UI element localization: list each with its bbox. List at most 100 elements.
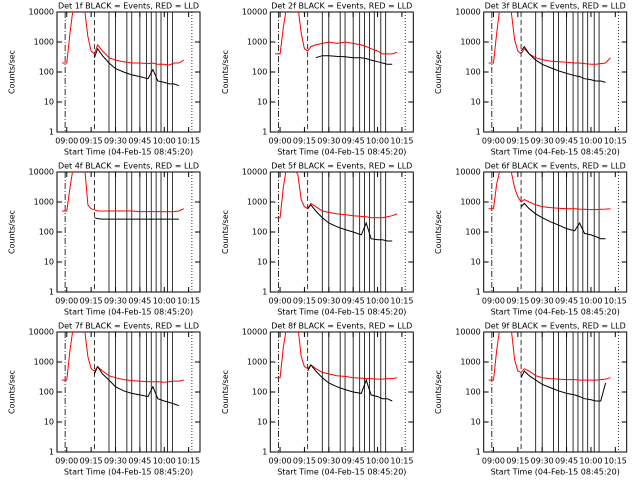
- x-tick-label: 10:15: [390, 137, 413, 146]
- chart-title: Det 1f BLACK = Events, RED = LLD: [58, 2, 199, 11]
- x-tick-label: 10:15: [390, 297, 413, 306]
- x-tick-label: 09:15: [506, 297, 529, 306]
- series-line: [275, 12, 398, 55]
- panel: Det 9f BLACK = Events, RED = LLD Start Ti…: [434, 322, 628, 477]
- y-tick-label: 100: [39, 68, 54, 77]
- panel: Det 4f BLACK = Events, RED = LLD Start Ti…: [8, 162, 201, 317]
- y-tick-label: 10000: [242, 168, 267, 177]
- y-tick-label: 1000: [34, 358, 54, 367]
- series-line: [520, 370, 607, 402]
- y-axis-title: Counts/sec: [8, 50, 17, 94]
- x-tick-label: 09:00: [269, 297, 292, 306]
- y-tick-label: 100: [252, 68, 267, 77]
- x-tick-label: 09:45: [128, 297, 151, 306]
- series-line: [307, 204, 393, 242]
- x-axis-title: Start Time (04-Feb-15 08:45:20): [491, 468, 620, 477]
- series-line: [520, 45, 606, 83]
- series-line: [61, 12, 185, 66]
- x-tick-label: 10:15: [177, 457, 200, 466]
- y-axis-title: Counts/sec: [8, 210, 17, 254]
- series-line: [488, 332, 611, 381]
- x-tick-label: 09:00: [482, 137, 505, 146]
- y-axis-title: Counts/sec: [434, 50, 443, 94]
- y-tick-label: 1: [49, 288, 54, 297]
- x-tick-label: 09:45: [342, 297, 365, 306]
- x-tick-label: 09:45: [128, 457, 151, 466]
- panel: Det 1f BLACK = Events, RED = LLD Start Ti…: [8, 2, 201, 157]
- y-tick-label: 1: [476, 448, 481, 457]
- x-tick-label: 09:30: [531, 137, 554, 146]
- panel: Det 8f BLACK = Events, RED = LLD Start Ti…: [221, 322, 414, 477]
- chart-title: Det 8f BLACK = Events, RED = LLD: [271, 322, 412, 331]
- series-line: [61, 332, 184, 383]
- series-line: [93, 365, 180, 407]
- x-tick-label: 10:00: [153, 297, 176, 306]
- x-tick-label: 09:30: [104, 297, 127, 306]
- x-tick-label: 09:15: [80, 297, 103, 306]
- y-tick-label: 1000: [460, 198, 480, 207]
- panel: Det 6f BLACK = Events, RED = LLD Start Ti…: [434, 162, 628, 317]
- x-tick-label: 09:00: [482, 457, 505, 466]
- x-tick-label: 10:00: [366, 457, 389, 466]
- series-line: [94, 217, 179, 220]
- x-tick-label: 09:15: [80, 457, 103, 466]
- x-tick-label: 09:30: [531, 457, 554, 466]
- y-axis-title: Counts/sec: [221, 50, 230, 94]
- x-tick-label: 10:15: [177, 137, 200, 146]
- x-tick-label: 10:00: [366, 137, 389, 146]
- x-tick-label: 09:15: [80, 137, 103, 146]
- x-tick-label: 09:30: [104, 457, 127, 466]
- y-tick-label: 10: [257, 98, 267, 107]
- y-tick-label: 10000: [29, 328, 54, 337]
- y-tick-label: 100: [465, 388, 480, 397]
- x-tick-label: 09:30: [317, 457, 340, 466]
- y-tick-label: 1: [476, 288, 481, 297]
- y-tick-label: 1: [262, 448, 267, 457]
- series-line: [93, 47, 180, 87]
- chart-title: Det 3f BLACK = Events, RED = LLD: [485, 2, 626, 11]
- y-tick-label: 10: [471, 258, 481, 267]
- x-tick-label: 10:15: [604, 137, 627, 146]
- x-tick-label: 09:45: [128, 137, 151, 146]
- x-tick-label: 09:45: [342, 457, 365, 466]
- chart-title: Det 5f BLACK = Events, RED = LLD: [271, 162, 412, 171]
- x-tick-label: 10:00: [153, 457, 176, 466]
- y-axis-title: Counts/sec: [221, 210, 230, 254]
- x-tick-label: 09:45: [555, 137, 578, 146]
- x-tick-label: 10:15: [604, 457, 627, 466]
- x-tick-label: 09:15: [293, 457, 316, 466]
- x-tick-label: 09:00: [55, 457, 78, 466]
- y-tick-label: 1000: [247, 38, 267, 47]
- y-tick-label: 100: [39, 388, 54, 397]
- x-tick-label: 09:45: [555, 297, 578, 306]
- chart-title: Det 9f BLACK = Events, RED = LLD: [485, 322, 626, 331]
- y-tick-label: 10: [471, 98, 481, 107]
- chart-title: Det 6f BLACK = Events, RED = LLD: [485, 162, 626, 171]
- x-tick-label: 09:00: [55, 137, 78, 146]
- x-tick-label: 10:00: [153, 137, 176, 146]
- y-tick-label: 1: [49, 448, 54, 457]
- x-axis-title: Start Time (04-Feb-15 08:45:20): [277, 308, 406, 317]
- y-axis-title: Counts/sec: [221, 370, 230, 414]
- x-tick-label: 10:00: [366, 297, 389, 306]
- series-line: [488, 12, 611, 65]
- chart-title: Det 4f BLACK = Events, RED = LLD: [58, 162, 199, 171]
- series-line: [520, 202, 606, 240]
- x-tick-label: 10:00: [579, 137, 602, 146]
- panel: Det 7f BLACK = Events, RED = LLD Start Ti…: [8, 322, 201, 477]
- series-line: [307, 363, 393, 402]
- y-tick-label: 100: [465, 68, 480, 77]
- x-axis-title: Start Time (04-Feb-15 08:45:20): [64, 308, 193, 317]
- series-line: [275, 172, 398, 219]
- y-tick-label: 1000: [247, 198, 267, 207]
- chart-title: Det 7f BLACK = Events, RED = LLD: [58, 322, 199, 331]
- y-tick-label: 1000: [34, 198, 54, 207]
- x-axis-title: Start Time (04-Feb-15 08:45:20): [64, 468, 193, 477]
- y-tick-label: 100: [252, 228, 267, 237]
- x-tick-label: 09:30: [531, 297, 554, 306]
- series-line: [488, 172, 611, 211]
- x-tick-label: 10:15: [390, 457, 413, 466]
- y-tick-label: 100: [465, 228, 480, 237]
- x-tick-label: 09:30: [104, 137, 127, 146]
- x-tick-label: 09:00: [269, 457, 292, 466]
